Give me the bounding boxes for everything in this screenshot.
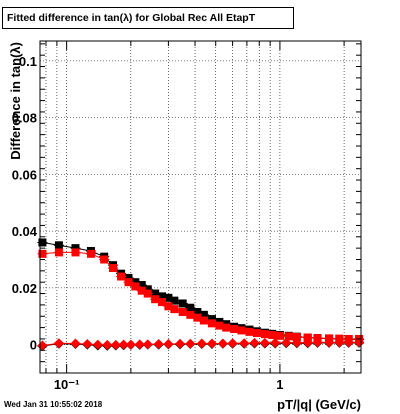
data-point — [186, 310, 195, 319]
data-point — [124, 273, 133, 282]
data-point — [110, 339, 121, 350]
data-point — [38, 249, 47, 258]
series-1 — [37, 248, 365, 343]
data-point — [164, 302, 173, 311]
data-point — [227, 338, 238, 349]
data-point — [303, 333, 312, 342]
data-point — [281, 337, 292, 348]
y-tick-label: 0.06 — [12, 167, 37, 182]
data-point — [252, 328, 261, 337]
data-point — [54, 241, 63, 250]
data-point — [54, 248, 63, 257]
data-point — [193, 307, 202, 316]
data-point — [86, 249, 95, 258]
data-point — [170, 305, 179, 314]
data-point — [117, 272, 126, 281]
data-point — [124, 278, 133, 287]
data-point — [199, 310, 208, 319]
data-point — [131, 282, 140, 291]
y-tick-label: 0 — [30, 338, 37, 353]
data-point — [185, 338, 196, 349]
series-3 — [37, 337, 365, 351]
timestamp-label: Wed Jan 31 10:55:02 2018 — [4, 400, 103, 409]
data-point — [100, 255, 109, 264]
series-line — [42, 251, 360, 340]
chart-title: Fitted difference in tan(λ) for Global R… — [2, 7, 294, 29]
plot-frame — [39, 40, 362, 374]
data-point — [284, 332, 293, 341]
data-point — [196, 338, 207, 349]
data-point — [158, 298, 167, 307]
data-point — [178, 299, 187, 308]
data-point — [186, 303, 195, 312]
data-point — [230, 325, 239, 334]
data-point — [291, 337, 302, 348]
data-point — [137, 286, 146, 295]
data-point — [131, 278, 140, 287]
data-point — [134, 339, 145, 350]
x-tick-label: 10⁻¹ — [54, 377, 80, 392]
data-point — [222, 323, 231, 332]
data-point — [206, 338, 217, 349]
data-point — [151, 295, 160, 304]
data-point — [207, 315, 216, 324]
data-point — [178, 307, 187, 316]
data-point — [142, 339, 153, 350]
data-point — [151, 289, 160, 298]
data-point — [70, 338, 81, 349]
x-axis-label: pT/|q| (GeV/c) — [277, 397, 361, 412]
data-point — [217, 338, 228, 349]
data-point — [102, 339, 113, 350]
data-point — [268, 330, 277, 339]
data-point — [215, 321, 224, 330]
data-point — [193, 313, 202, 322]
data-point — [292, 332, 301, 341]
data-point — [92, 339, 103, 350]
data-point — [260, 330, 269, 339]
data-point — [239, 338, 250, 349]
data-point — [153, 339, 164, 350]
data-point — [249, 337, 260, 348]
data-point — [143, 289, 152, 298]
data-point — [118, 339, 129, 350]
y-tick-label: 0.1 — [19, 54, 37, 69]
y-tick-label: 0.02 — [12, 281, 37, 296]
data-point — [343, 337, 354, 348]
data-point — [334, 337, 345, 348]
data-point — [324, 337, 335, 348]
data-point — [82, 339, 93, 350]
data-point — [125, 339, 136, 350]
data-series — [37, 238, 365, 352]
data-point — [245, 327, 254, 336]
data-point — [207, 319, 216, 328]
x-tick-label: 1 — [276, 377, 283, 392]
data-point — [270, 337, 281, 348]
data-point — [199, 316, 208, 325]
data-point — [71, 244, 80, 253]
data-point — [164, 293, 173, 302]
data-point — [143, 285, 152, 294]
data-point — [259, 337, 270, 348]
y-axis-label: Difference in tan(λ) — [8, 42, 23, 160]
data-point — [38, 238, 47, 247]
data-point — [275, 331, 284, 340]
data-point — [170, 296, 179, 305]
data-point — [109, 264, 118, 273]
data-point — [163, 339, 174, 350]
data-point — [302, 337, 313, 348]
data-point — [158, 292, 167, 301]
data-point — [174, 338, 185, 349]
data-point — [354, 337, 365, 348]
data-point — [312, 337, 323, 348]
y-tick-label: 0.08 — [12, 111, 37, 126]
data-point — [71, 248, 80, 257]
axis-ticks: 10⁻¹ 1 0 0.02 0.04 0.06 0.08 0.1 — [12, 41, 361, 392]
y-tick-label: 0.04 — [12, 224, 38, 239]
data-point — [53, 338, 64, 349]
data-point — [237, 326, 246, 335]
data-point — [137, 281, 146, 290]
